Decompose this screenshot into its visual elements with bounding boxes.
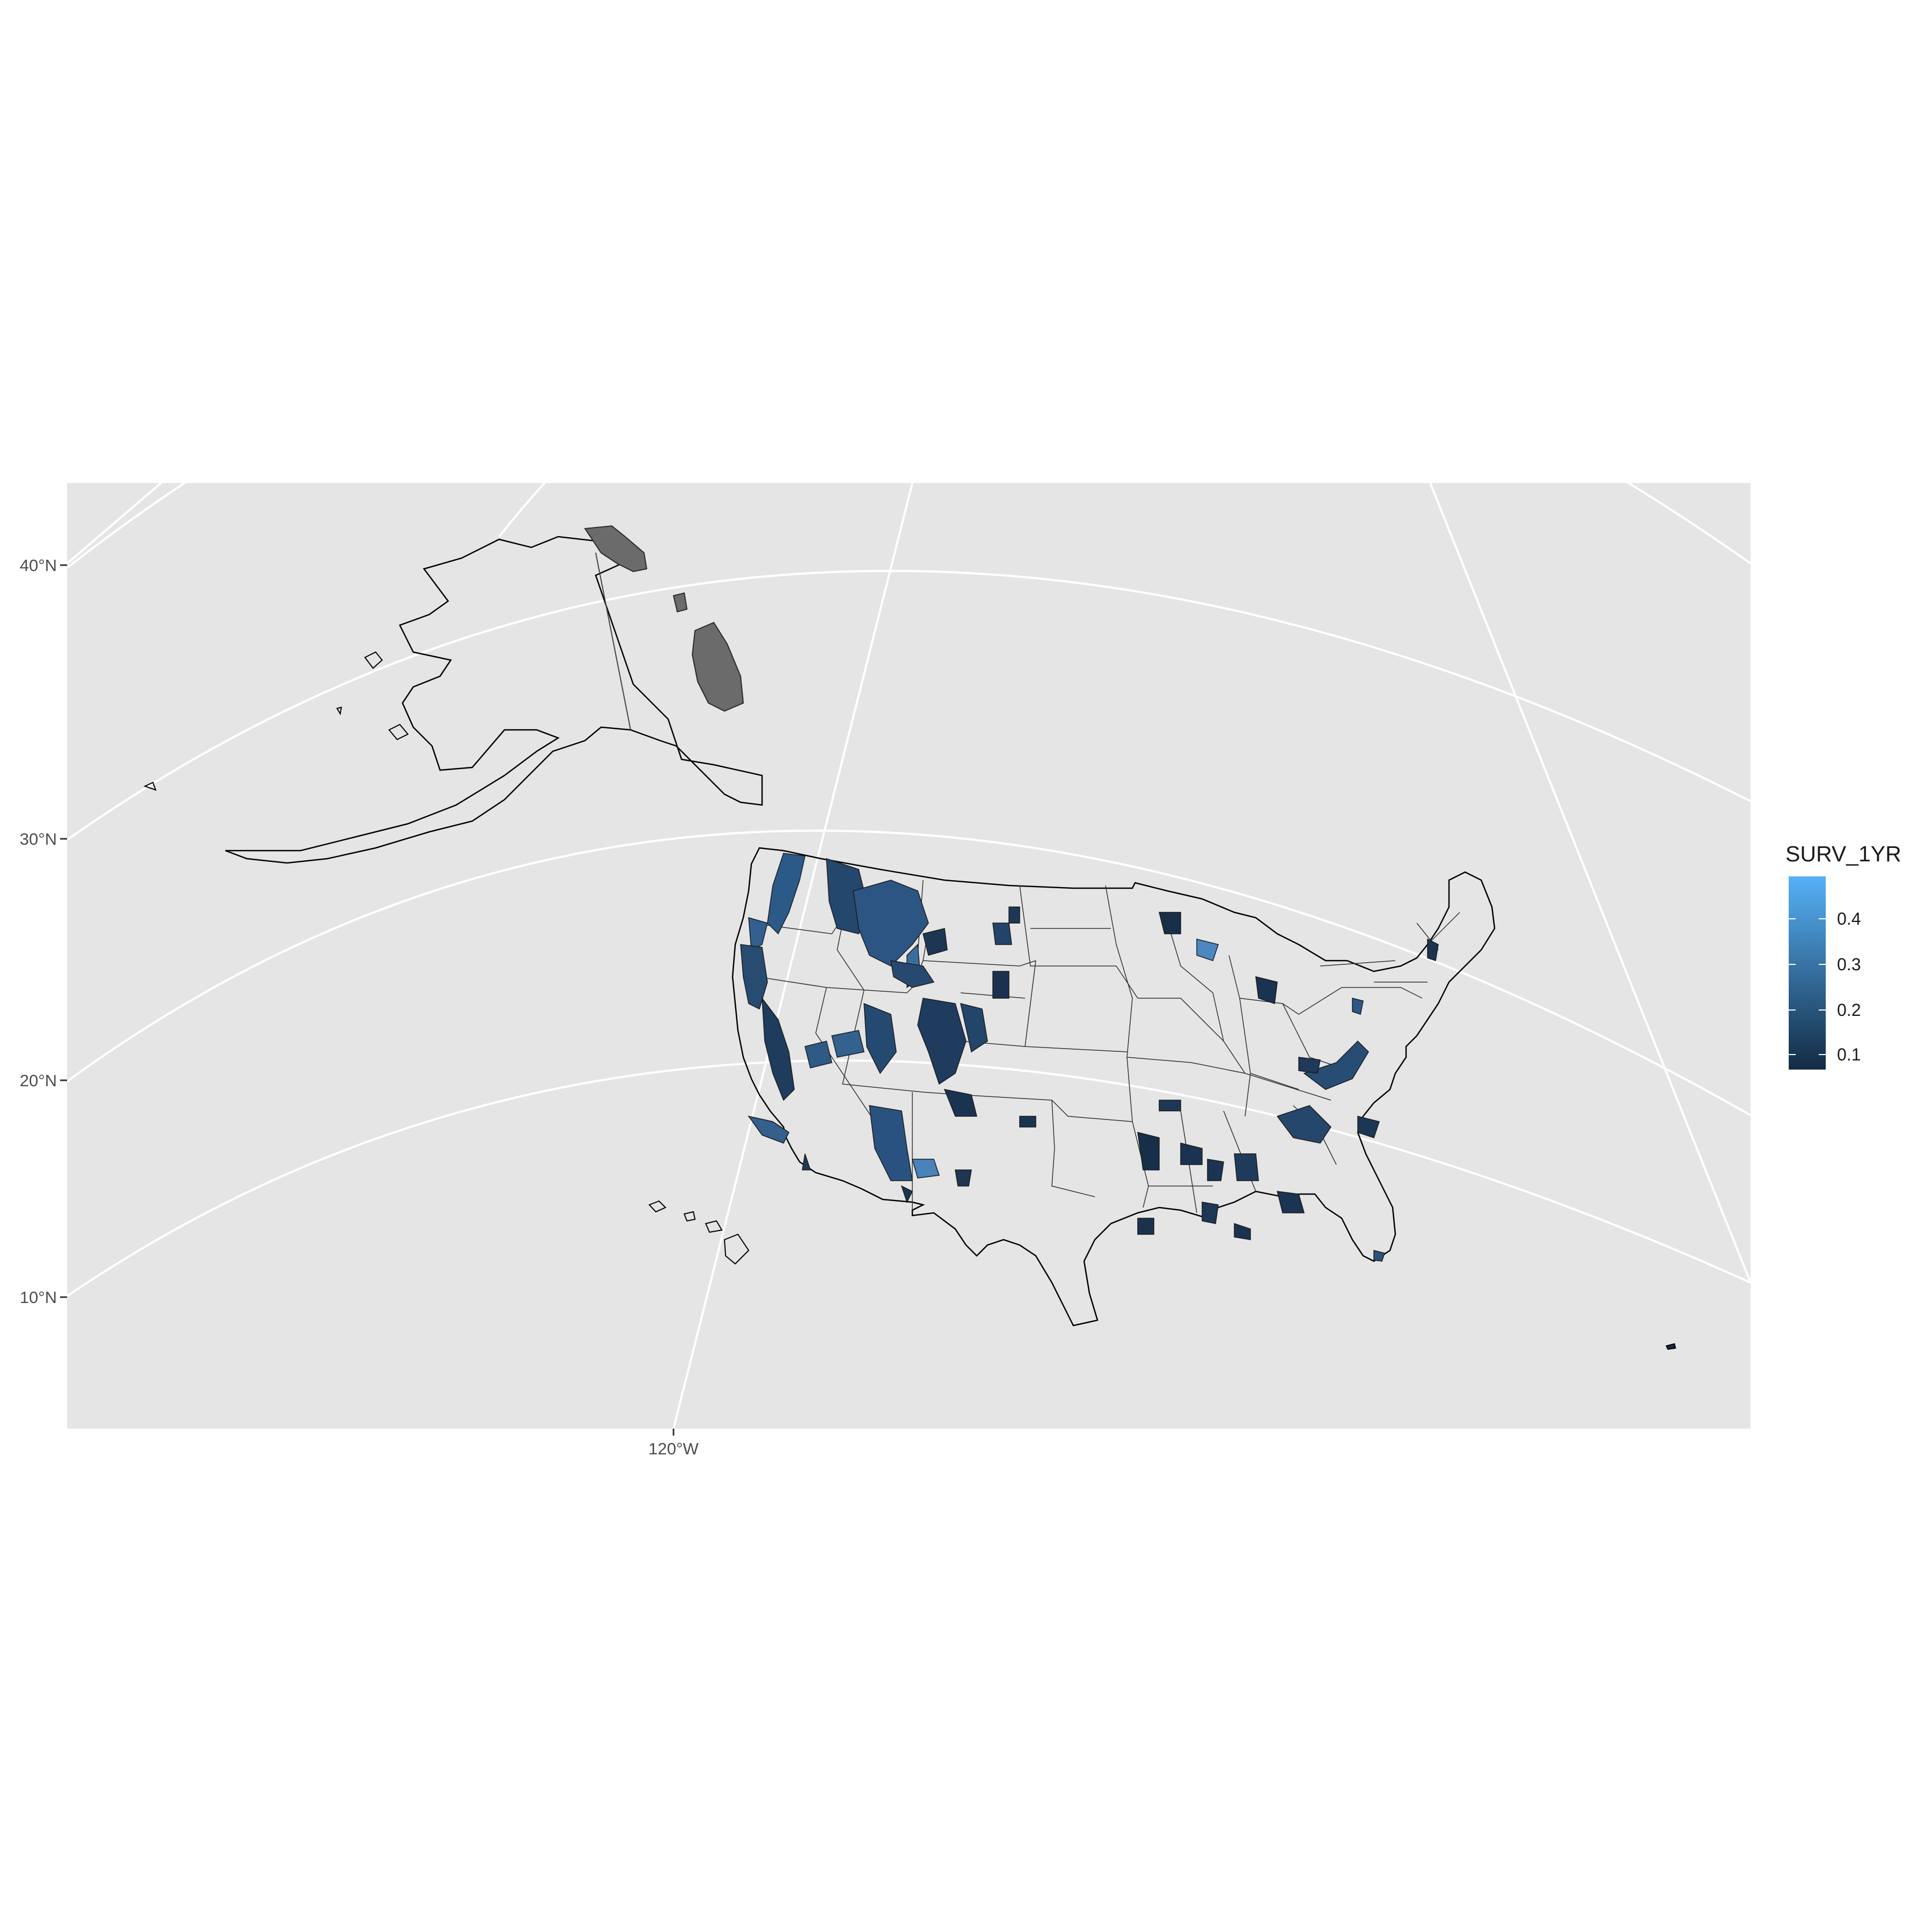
meridian-line (672, 483, 913, 1429)
legend-tick-label: 0.4 (1837, 909, 1861, 928)
alaska-outline (225, 536, 763, 864)
x-tick-label: 120°W (648, 1439, 699, 1458)
longitude-graticule (67, 483, 1751, 1429)
legend-title: SURV_1YR (1785, 841, 1901, 866)
alaska-region (143, 525, 763, 864)
conus-outline (731, 847, 1496, 1327)
legend-tick-label: 0.3 (1837, 955, 1861, 974)
alaska-interior-border (595, 552, 631, 730)
legend: SURV_1YR 0.4 0.3 0.2 0.1 (1785, 841, 1901, 1070)
x-axis: 120°W (648, 1429, 699, 1458)
alaska-grey-regions (584, 525, 744, 712)
legend-ticks (1789, 918, 1826, 1055)
alaska-islands (143, 651, 409, 791)
meridian-line (1429, 483, 1751, 1283)
y-tick-label: 40°N (20, 556, 57, 575)
y-axis: 40°N 30°N 20°N 10°N (20, 556, 67, 1307)
puerto-rico-mark (1665, 1343, 1677, 1350)
meridian-line (67, 483, 162, 565)
survival-features (740, 853, 1439, 1262)
graticule-arc (67, 569, 1751, 841)
legend-tick-label: 0.1 (1837, 1045, 1861, 1064)
y-tick-label: 30°N (20, 830, 57, 848)
legend-colorbar (1789, 876, 1826, 1070)
y-tick-label: 20°N (20, 1071, 57, 1090)
y-tick-label: 10°N (20, 1288, 57, 1307)
hawaii-region (648, 1200, 750, 1265)
legend-tick-label: 0.2 (1837, 1000, 1861, 1020)
graticule-arc (67, 829, 1751, 1116)
